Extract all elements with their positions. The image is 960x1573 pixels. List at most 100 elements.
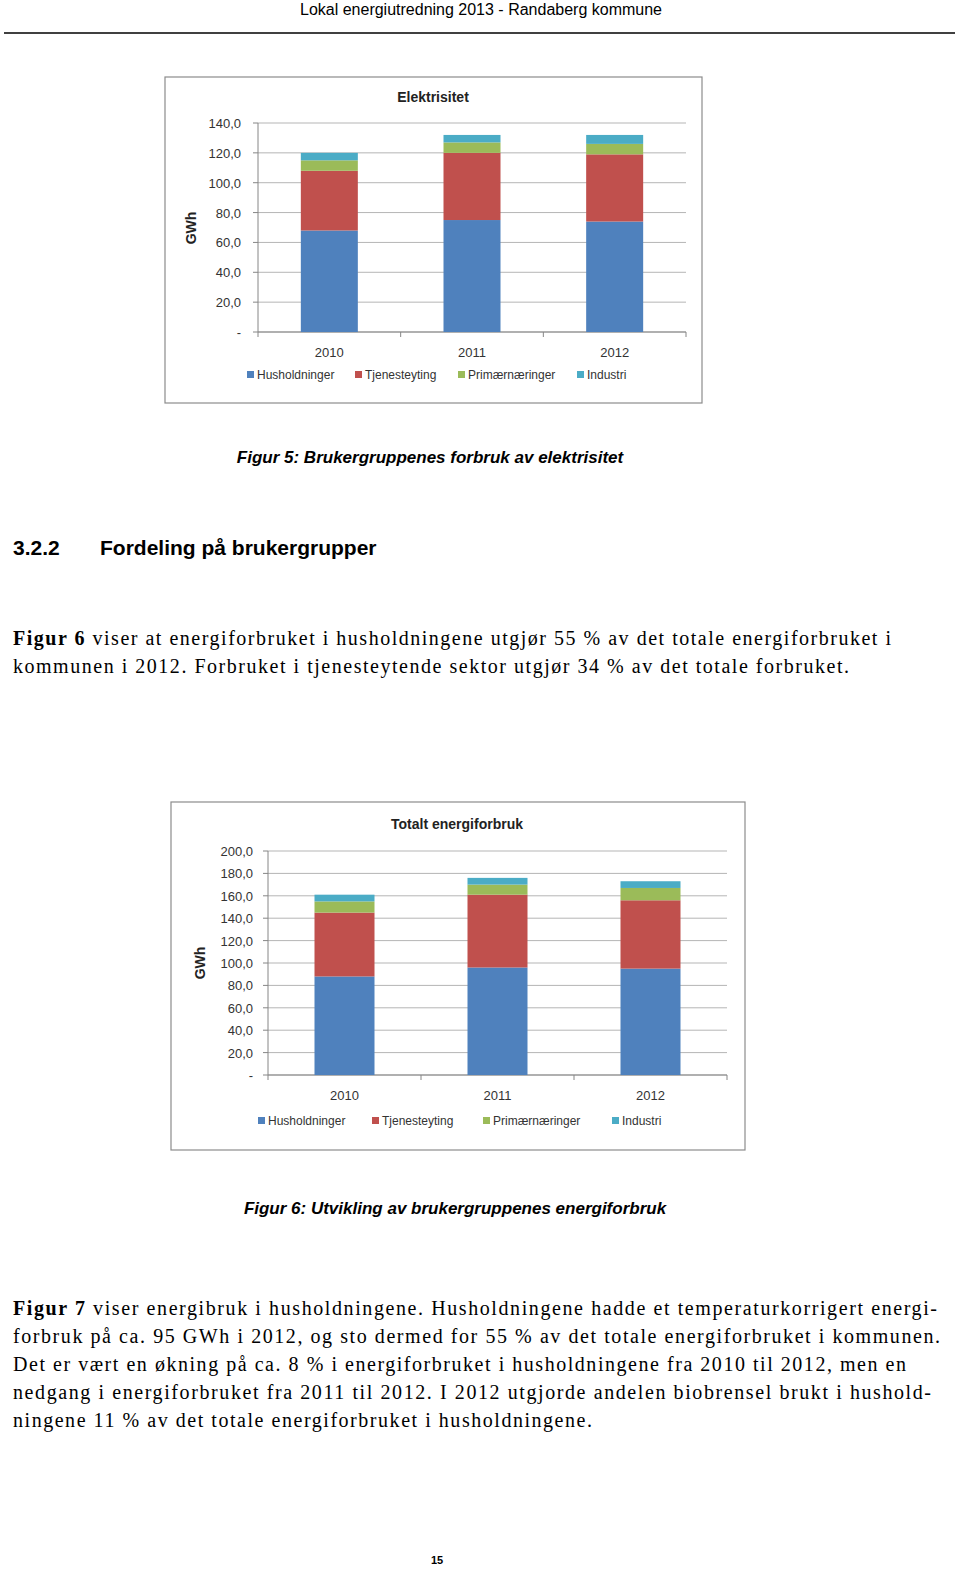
y-tick (263, 1052, 268, 1053)
y-tick (253, 212, 258, 213)
y-tick-label: 160,0 (220, 889, 253, 904)
y-tick-label: 200,0 (220, 844, 253, 859)
paragraph-line: kommunen i 2012. Forbruket i tjenesteyte… (13, 655, 849, 678)
y-axis (268, 851, 269, 1075)
paragraph-line: nedgang i energiforbruket fra 2011 til 2… (13, 1381, 931, 1404)
y-tick (263, 851, 268, 852)
y-tick-label: 100,0 (208, 176, 241, 191)
legend-label: Tjenesteyting (382, 1114, 453, 1128)
x-tick-label: 2012 (600, 345, 629, 360)
page: Lokal energiutredning 2013 - Randaberg k… (0, 0, 960, 1573)
y-tick (263, 1007, 268, 1008)
paragraph-line: ningene 11 % av det totale energiforbruk… (13, 1409, 592, 1432)
page-number: 15 (431, 1554, 443, 1566)
bar (444, 220, 501, 332)
bar (621, 881, 681, 888)
x-tick (686, 332, 687, 337)
bar (315, 901, 375, 912)
bar (444, 135, 501, 142)
chart-title: Totalt energiforbruk (391, 816, 523, 832)
bar (301, 230, 358, 332)
y-tick-label: 20,0 (228, 1046, 253, 1061)
bar (301, 153, 358, 160)
section-number: 3.2.2 (13, 536, 60, 559)
bar (315, 913, 375, 977)
chart: ElektrisitetGWh-20,040,060,080,0100,0120… (165, 77, 702, 403)
legend-swatch (458, 371, 465, 378)
x-tick (268, 1075, 269, 1080)
legend-swatch (372, 1117, 379, 1124)
bar (468, 885, 528, 895)
y-axis-label: GWh (183, 212, 199, 245)
legend-swatch (355, 371, 362, 378)
y-tick (253, 242, 258, 243)
y-axis-label: GWh (192, 947, 208, 980)
y-tick (253, 152, 258, 153)
x-tick-label: 2012 (636, 1088, 665, 1103)
y-tick-label: 100,0 (220, 956, 253, 971)
x-tick (727, 1075, 728, 1080)
grid-line (268, 873, 727, 874)
legend-swatch (258, 1117, 265, 1124)
y-tick (253, 332, 258, 333)
bars (301, 135, 643, 332)
legend-label: Tjenesteyting (365, 368, 436, 382)
grid-line (268, 851, 727, 852)
x-tick-label: 2011 (484, 1088, 512, 1103)
legend-swatch (612, 1117, 619, 1124)
x-tick (400, 332, 401, 337)
bar (621, 969, 681, 1075)
bar (468, 967, 528, 1075)
chart-frame (165, 77, 702, 403)
x-tick (421, 1075, 422, 1080)
x-tick (543, 332, 544, 337)
legend-label: Primærnæringer (468, 368, 555, 382)
y-tick-label: - (237, 325, 241, 340)
section-title: Fordeling på brukergrupper (100, 536, 377, 559)
chart-frame (171, 802, 745, 1150)
bars (315, 878, 681, 1075)
bar (301, 160, 358, 170)
y-tick-label: 180,0 (220, 866, 253, 881)
bar (301, 171, 358, 231)
y-tick (263, 895, 268, 896)
x-tick (258, 332, 259, 337)
chart-title: Elektrisitet (397, 89, 469, 105)
paragraph-line: Det er vært en økning på ca. 8 % i energ… (13, 1353, 906, 1376)
y-tick (263, 918, 268, 919)
y-tick-label: 80,0 (216, 206, 241, 221)
bar (315, 976, 375, 1075)
legend-swatch (483, 1117, 490, 1124)
y-tick-label: 60,0 (216, 235, 241, 250)
paragraph-text: ningene 11 % av det totale energiforbruk… (13, 1409, 592, 1432)
y-tick-label: - (249, 1068, 253, 1083)
paragraph-text: viser at energiforbruket i husholdningen… (86, 627, 891, 650)
y-tick (253, 272, 258, 273)
paragraph-text: forbruk på ca. 95 GWh i 2012, og sto der… (13, 1325, 940, 1348)
y-tick (263, 940, 268, 941)
legend-label: Industri (622, 1114, 661, 1128)
y-tick (263, 873, 268, 874)
y-tick (253, 123, 258, 124)
bar (621, 888, 681, 900)
chart: Totalt energiforbrukGWh-20,040,060,080,0… (171, 802, 745, 1150)
y-tick (263, 963, 268, 964)
bar (468, 895, 528, 968)
legend-label: Husholdninger (268, 1114, 345, 1128)
x-tick-label: 2010 (330, 1088, 359, 1103)
y-tick (253, 182, 258, 183)
paragraph-text: nedgang i energiforbruket fra 2011 til 2… (13, 1381, 931, 1404)
y-tick-label: 140,0 (208, 116, 241, 131)
bar (586, 144, 643, 154)
legend-label: Primærnæringer (493, 1114, 580, 1128)
bar (444, 142, 501, 152)
figure-caption: Figur 5: Brukergruppenes forbruk av elek… (237, 448, 625, 467)
bar (586, 135, 643, 144)
legend-label: Industri (587, 368, 626, 382)
paragraph-lead: Figur 6 (13, 627, 84, 650)
y-tick-label: 120,0 (208, 146, 241, 161)
x-tick-label: 2010 (315, 345, 344, 360)
paragraph-line: Figur 7 viser energibruk i husholdningen… (13, 1297, 937, 1320)
y-tick (263, 1030, 268, 1031)
y-axis (258, 123, 259, 332)
